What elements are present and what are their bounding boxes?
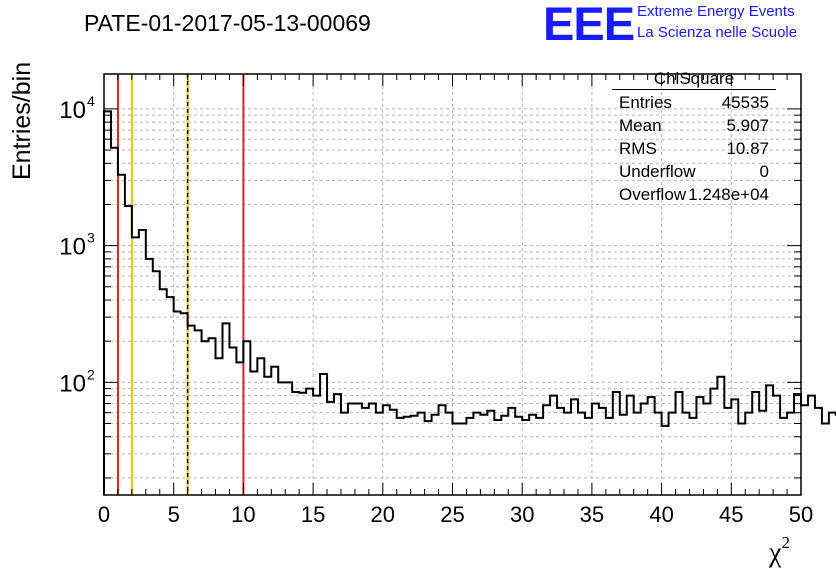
x-axis-label-sup: 2 xyxy=(781,533,790,552)
eee-logo: EEE xyxy=(543,0,635,50)
stats-value: 0 xyxy=(759,162,769,181)
stats-value: 5.907 xyxy=(726,116,769,135)
y-tick-label: 10 xyxy=(59,370,86,397)
stats-value: 1.248e+04 xyxy=(688,185,769,204)
stats-title: ChiSquare xyxy=(653,69,735,88)
stats-value: 45535 xyxy=(721,93,769,112)
y-axis-label: Entries/bin xyxy=(8,61,36,180)
x-axis-label-base: χ xyxy=(769,537,782,569)
x-tick-label: 20 xyxy=(371,502,395,527)
x-axis-label: χ2 xyxy=(769,533,790,569)
stats-key: Mean xyxy=(619,116,662,135)
x-tick-label: 10 xyxy=(231,502,255,527)
y-tick-label: 10 xyxy=(59,97,86,124)
y-tick-label-exponent: 4 xyxy=(87,93,95,109)
stats-key: Entries xyxy=(619,93,672,112)
logo-line-1: Extreme Energy Events xyxy=(637,3,795,20)
stats-key: Underflow xyxy=(619,162,696,181)
chart-title: PATE-01-2017-05-13-00069 xyxy=(84,10,371,36)
stats-value: 10.87 xyxy=(726,139,769,158)
x-tick-label: 50 xyxy=(789,502,813,527)
y-tick-label: 10 xyxy=(59,234,86,261)
x-tick-label: 0 xyxy=(98,502,110,527)
stats-divider xyxy=(612,89,776,90)
y-tick-label-exponent: 3 xyxy=(87,230,95,246)
x-tick-label: 5 xyxy=(168,502,180,527)
x-tick-label: 45 xyxy=(719,502,743,527)
x-tick-label: 15 xyxy=(301,502,325,527)
histogram-line xyxy=(103,110,836,495)
y-tick-label-exponent: 2 xyxy=(87,366,95,382)
x-tick-label: 30 xyxy=(510,502,534,527)
stats-key: Overflow xyxy=(619,185,687,204)
stats-key: RMS xyxy=(619,139,657,158)
x-tick-label: 25 xyxy=(440,502,464,527)
logo-line-2: La Scienza nelle Scuole xyxy=(637,24,798,41)
x-tick-label: 40 xyxy=(649,502,673,527)
x-tick-label: 35 xyxy=(580,502,604,527)
